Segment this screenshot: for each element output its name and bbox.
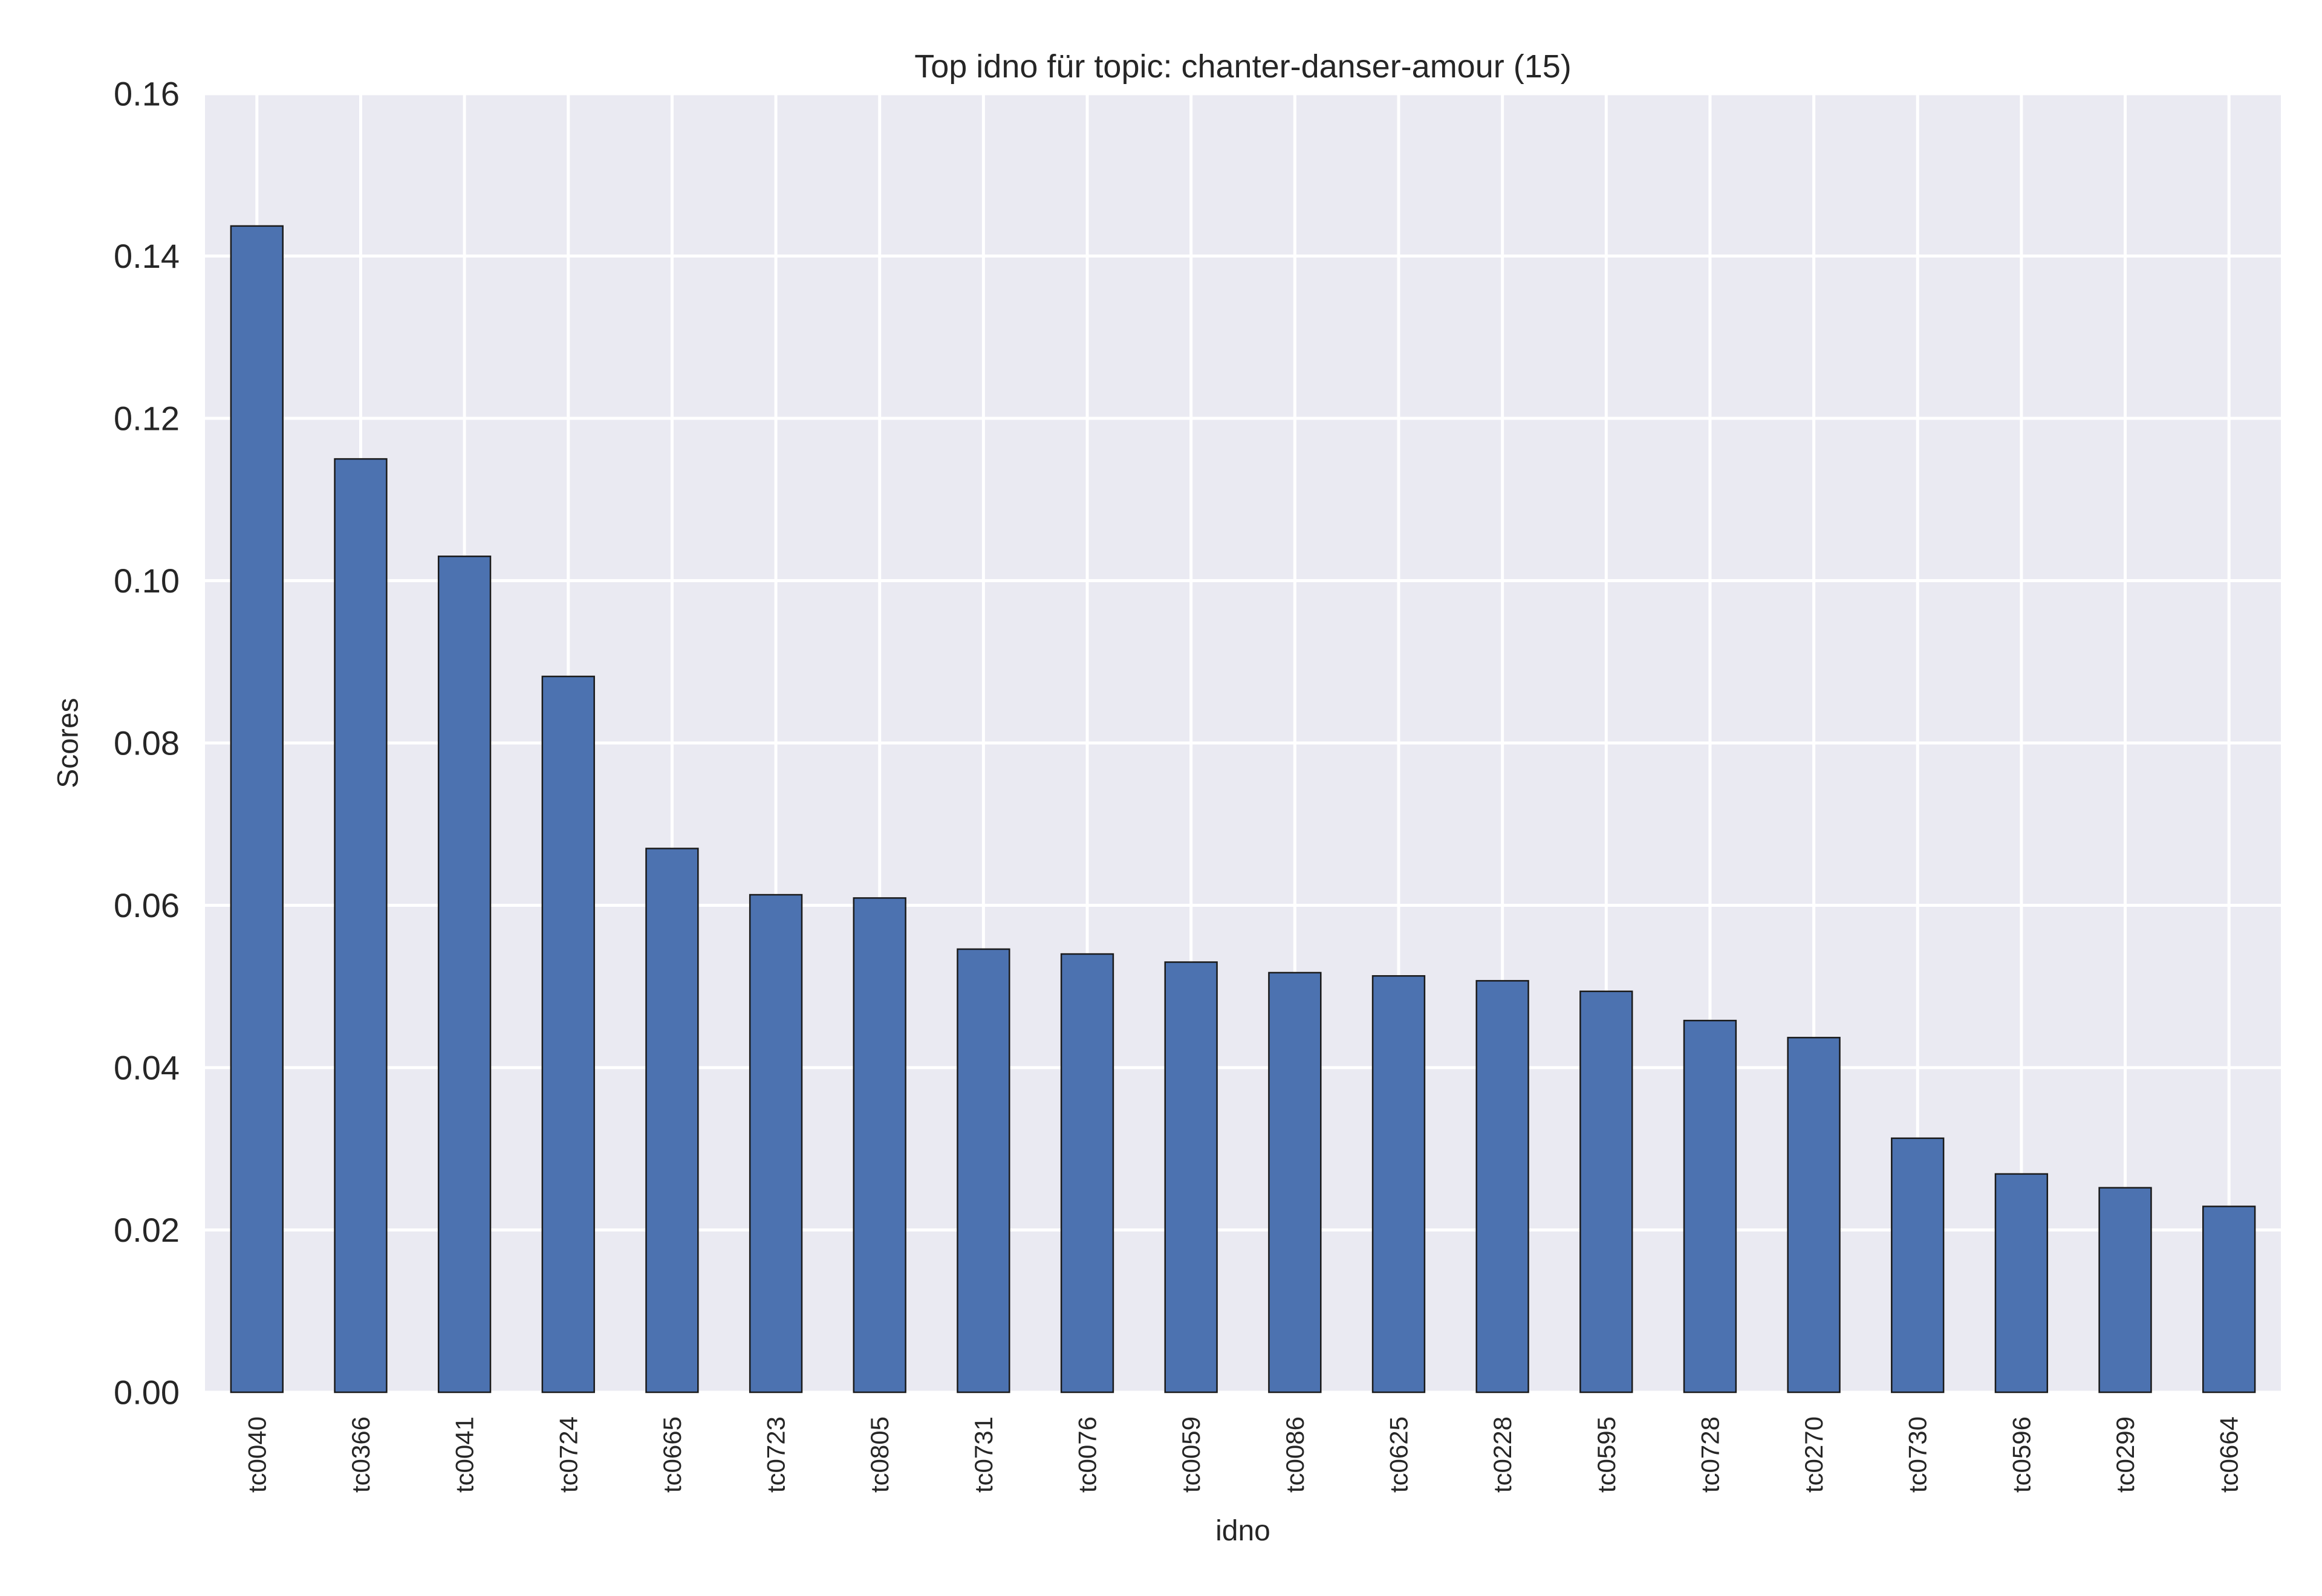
bar-tc0595 — [1579, 990, 1633, 1393]
x-tick-label: tc0059 — [1177, 1416, 1205, 1493]
bar-tc0723 — [749, 894, 803, 1393]
x-tick-label: tc0270 — [1800, 1416, 1828, 1493]
x-tick-label: tc0805 — [865, 1416, 894, 1493]
x-axis-title: idno — [1215, 1515, 1270, 1547]
y-tick-label: 0.00 — [114, 1374, 180, 1412]
bars — [230, 225, 2256, 1393]
y-tick-label: 0.16 — [114, 75, 180, 113]
bar-tc0041 — [437, 555, 492, 1393]
chart-title: Top idno für topic: chanter-danser-amour… — [914, 48, 1572, 85]
bar-tc0625 — [1371, 975, 1426, 1393]
y-tick-label: 0.06 — [114, 886, 180, 924]
bar-tc0730 — [1891, 1137, 1945, 1393]
bar-tc0299 — [2098, 1187, 2152, 1393]
x-tick-label: tc0596 — [2007, 1416, 2035, 1493]
x-tick-label: tc0728 — [1696, 1416, 1724, 1493]
y-tick-label: 0.10 — [114, 562, 180, 600]
y-tick-label: 0.12 — [114, 400, 180, 438]
bar-tc0724 — [541, 675, 595, 1393]
x-tick-label: tc0299 — [2111, 1416, 2139, 1493]
x-axis-ticks: tc0040 tc0366 tc0041 tc0724 tc0665 tc0723 tc08… — [242, 1416, 2243, 1493]
bar-tc0728 — [1683, 1019, 1737, 1393]
bar-tc0665 — [645, 848, 699, 1393]
bar-tc0228 — [1475, 980, 1529, 1393]
x-tick-label: tc0041 — [450, 1416, 479, 1493]
bar-tc0270 — [1787, 1037, 1841, 1393]
bar-tc0366 — [334, 458, 388, 1393]
x-tick-label: tc0366 — [346, 1416, 375, 1493]
bar-tc0086 — [1268, 972, 1322, 1393]
x-tick-label: tc0724 — [554, 1416, 582, 1493]
x-tick-label: tc0730 — [1904, 1416, 1932, 1493]
x-tick-label: tc0228 — [1488, 1416, 1517, 1493]
x-tick-label: tc0625 — [1384, 1416, 1413, 1493]
y-axis-title: Scores — [53, 698, 85, 788]
bar-tc0040 — [230, 225, 284, 1393]
y-tick-label: 0.14 — [114, 237, 180, 275]
y-tick-label: 0.02 — [114, 1211, 180, 1249]
bar-tc0805 — [853, 897, 906, 1393]
x-tick-label: tc0664 — [2215, 1416, 2243, 1493]
x-tick-label: tc0040 — [242, 1416, 271, 1493]
y-tick-label: 0.04 — [114, 1049, 180, 1087]
x-tick-label: tc0731 — [969, 1416, 998, 1493]
bar-tc0596 — [1994, 1173, 2049, 1393]
bar-tc0664 — [2202, 1205, 2256, 1393]
x-tick-label: tc0076 — [1073, 1416, 1102, 1493]
y-axis-ticks: 0.00 0.02 0.04 0.06 0.08 0.10 0.12 0.14 0.16 — [114, 75, 180, 1412]
bar-tc0076 — [1060, 953, 1114, 1393]
bar-tc0059 — [1164, 961, 1218, 1393]
x-tick-label: tc0086 — [1281, 1416, 1309, 1493]
x-tick-label: tc0665 — [658, 1416, 686, 1493]
y-tick-label: 0.08 — [114, 724, 180, 762]
x-tick-label: tc0595 — [1592, 1416, 1621, 1493]
x-tick-label: tc0723 — [762, 1416, 790, 1493]
bar-tc0731 — [957, 948, 1010, 1393]
